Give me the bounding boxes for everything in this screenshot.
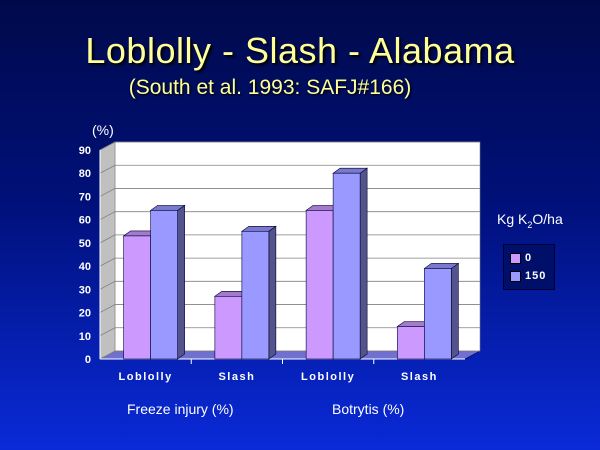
chart-title: Loblolly - Slash - Alabama — [85, 30, 515, 71]
x-tick-label-3: Slash — [401, 371, 438, 383]
legend-item-150: 150 — [510, 269, 546, 283]
legend-swatch-0 — [510, 252, 521, 264]
gridline-90 — [99, 141, 480, 151]
y-tick-label-90: 90 — [79, 145, 91, 157]
x-tick-label-2: Loblolly — [301, 371, 355, 383]
y-tick-label-10: 10 — [79, 331, 91, 343]
group-label-botrytis: Botrytis (%) — [332, 401, 405, 417]
y-tick-label-30: 30 — [79, 284, 91, 296]
y-tick-label-80: 80 — [79, 168, 91, 180]
y-tick-label-40: 40 — [79, 261, 91, 273]
bar-150-slash-3 — [424, 268, 452, 360]
bar-0-slash-3 — [397, 326, 425, 360]
bar-side-150-2 — [359, 167, 368, 360]
bar-side-150-0 — [177, 204, 185, 360]
gridline-80 — [99, 164, 480, 174]
x-tick-label-0: Loblolly — [119, 371, 173, 383]
bar-150-loblolly-2 — [332, 172, 361, 360]
chart-side-wall — [99, 141, 116, 360]
bar-150-slash-1 — [241, 230, 270, 360]
bar-0-slash-1 — [214, 295, 243, 360]
y-unit-label: (%) — [92, 122, 114, 138]
y-tick-label-70: 70 — [79, 191, 91, 203]
legend-swatch-150 — [510, 270, 521, 282]
legend-title: Kg K2O/ha — [497, 211, 563, 230]
y-tick-label-60: 60 — [79, 215, 91, 227]
legend-label-0: 0 — [525, 252, 533, 264]
bar-150-loblolly-0 — [150, 210, 178, 360]
bar-side-150-1 — [268, 225, 277, 360]
group-label-freeze-injury: Freeze injury (%) — [127, 401, 234, 417]
bar-side-150-3 — [451, 262, 459, 360]
legend: 0 150 — [503, 244, 555, 290]
legend-item-0: 0 — [510, 251, 532, 265]
y-tick-label-50: 50 — [79, 238, 91, 250]
y-tick-label-20: 20 — [79, 308, 91, 320]
y-tick-label-0: 0 — [85, 354, 91, 366]
chart-subtitle: (South et al. 1993: SAFJ#166) — [128, 76, 412, 99]
x-tick-label-1: Slash — [218, 371, 255, 383]
bar-0-loblolly-2 — [305, 210, 334, 360]
bar-0-loblolly-0 — [123, 235, 151, 360]
legend-label-150: 150 — [525, 270, 547, 282]
